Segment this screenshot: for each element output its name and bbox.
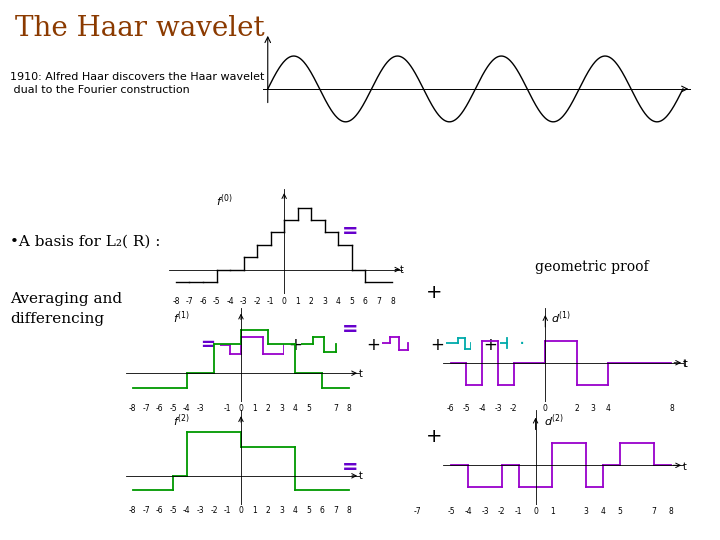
Text: 7: 7 [333, 507, 338, 515]
Text: -3: -3 [240, 297, 248, 306]
Text: -8: -8 [129, 507, 137, 515]
Text: -3: -3 [481, 507, 489, 516]
Text: -8: -8 [129, 404, 137, 413]
Text: 1: 1 [252, 507, 257, 515]
Text: 8: 8 [347, 404, 351, 413]
Text: =: = [200, 336, 215, 354]
Text: -2: -2 [498, 507, 505, 516]
Text: -2: -2 [510, 404, 518, 414]
Text: =: = [342, 457, 359, 476]
Text: 5: 5 [306, 507, 311, 515]
Text: ·: · [519, 335, 525, 354]
Text: $f^{(2)}$: $f^{(2)}$ [173, 413, 190, 429]
Text: -5: -5 [463, 404, 470, 414]
Text: =: = [342, 321, 359, 340]
Text: t: t [684, 359, 688, 369]
Text: 1910: Alfred Haar discovers the Haar wavelet
 dual to the Fourier construction: 1910: Alfred Haar discovers the Haar wav… [10, 72, 264, 95]
Text: -5: -5 [169, 404, 177, 413]
Text: 0: 0 [238, 507, 243, 515]
Text: -7: -7 [186, 297, 193, 306]
Text: -3: -3 [494, 404, 502, 414]
Text: -5: -5 [212, 297, 220, 306]
Text: -4: -4 [183, 404, 191, 413]
Text: 4: 4 [600, 507, 606, 516]
Text: Averaging and
differencing: Averaging and differencing [10, 292, 122, 326]
Text: 8: 8 [669, 404, 674, 414]
Text: -7: -7 [143, 404, 150, 413]
Text: •A basis for L₂( R) :: •A basis for L₂( R) : [10, 235, 161, 249]
Text: 8: 8 [668, 507, 673, 516]
Text: The Haar wavelet: The Haar wavelet [15, 15, 265, 42]
Text: t: t [400, 265, 404, 275]
Text: 3: 3 [279, 404, 284, 413]
Text: $f^{(1)}$: $f^{(1)}$ [173, 309, 190, 326]
Text: -5: -5 [447, 507, 455, 516]
Text: -3: -3 [197, 507, 204, 515]
Text: 0: 0 [533, 507, 538, 516]
Text: 1: 1 [550, 507, 555, 516]
Text: -3: -3 [197, 404, 204, 413]
Text: -8: -8 [172, 297, 180, 306]
Text: t: t [359, 471, 363, 482]
Text: 2: 2 [309, 297, 314, 306]
Text: geometric proof: geometric proof [535, 260, 649, 274]
Text: -4: -4 [226, 297, 234, 306]
Text: 0: 0 [543, 404, 548, 414]
Text: -6: -6 [156, 507, 163, 515]
Text: 2: 2 [575, 404, 579, 414]
Text: 7: 7 [333, 404, 338, 413]
Text: -6: -6 [199, 297, 207, 306]
Text: -7: -7 [414, 507, 421, 516]
Text: 8: 8 [390, 297, 395, 306]
Text: -5: -5 [169, 507, 177, 515]
Text: t: t [359, 369, 363, 379]
Text: 4: 4 [606, 404, 611, 414]
Text: -1: -1 [267, 297, 274, 306]
Text: 3: 3 [590, 404, 595, 414]
Text: 4: 4 [292, 404, 297, 413]
Text: -7: -7 [143, 507, 150, 515]
Text: 4: 4 [336, 297, 341, 306]
Text: 5: 5 [349, 297, 354, 306]
Text: -1: -1 [224, 507, 231, 515]
Text: -4: -4 [478, 404, 486, 414]
Text: 5: 5 [306, 404, 311, 413]
Text: +: + [426, 282, 442, 301]
Text: 7: 7 [651, 507, 656, 516]
Text: 3: 3 [279, 507, 284, 515]
Text: -4: -4 [183, 507, 191, 515]
Text: 0: 0 [282, 297, 287, 306]
Text: +: + [366, 336, 380, 354]
Text: $d^{(2)}$: $d^{(2)}$ [544, 413, 564, 429]
Text: 4: 4 [292, 507, 297, 515]
Text: 5: 5 [618, 507, 622, 516]
Text: 1: 1 [295, 297, 300, 306]
Text: -1: -1 [224, 404, 231, 413]
Text: 2: 2 [266, 507, 271, 515]
Text: t: t [683, 359, 686, 369]
Text: 6: 6 [363, 297, 368, 306]
Text: +: + [430, 336, 444, 354]
Text: +: + [483, 336, 497, 354]
Text: $d^{(1)}$: $d^{(1)}$ [552, 309, 572, 326]
Text: t: t [683, 462, 686, 472]
Text: 8: 8 [347, 507, 351, 515]
Text: -2: -2 [210, 507, 217, 515]
Text: 1: 1 [252, 404, 257, 413]
Text: 6: 6 [320, 507, 325, 515]
Text: =: = [342, 222, 359, 241]
Text: +: + [288, 336, 302, 354]
Text: 7: 7 [377, 297, 382, 306]
Text: 2: 2 [266, 404, 271, 413]
Text: -2: -2 [253, 297, 261, 306]
Text: $f^{(0)}$: $f^{(0)}$ [216, 192, 233, 209]
Text: -6: -6 [447, 404, 454, 414]
Text: 3: 3 [323, 297, 327, 306]
Text: 3: 3 [584, 507, 589, 516]
Text: 0: 0 [238, 404, 243, 413]
Text: -6: -6 [156, 404, 163, 413]
Text: -4: -4 [464, 507, 472, 516]
Text: +: + [426, 428, 442, 447]
Text: -1: -1 [515, 507, 523, 516]
